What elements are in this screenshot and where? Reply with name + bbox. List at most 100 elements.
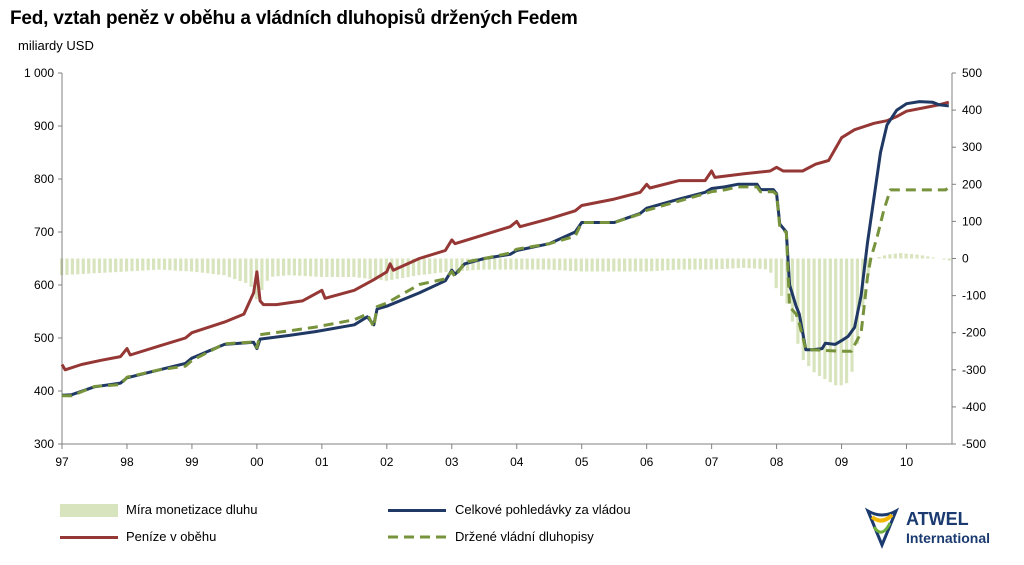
bar-mark [65,258,69,275]
bar-mark [265,258,269,281]
bar-mark [503,258,508,270]
bar-mark [276,258,280,277]
bar-mark [623,258,627,272]
bar-mark [715,258,719,270]
chart-title: Fed, vztah peněz v oběhu a vládních dluh… [10,8,578,29]
bar-mark [650,258,654,272]
y-right-tick-label: 0 [962,252,969,266]
bar-mark [888,254,892,259]
bar-mark [742,258,746,268]
bar-mark [617,258,621,272]
bar-mark [498,258,502,270]
bar-mark [260,258,264,290]
bar-mark [244,258,248,283]
bar-mark [152,258,156,270]
y-right-tick-label: -300 [962,363,986,377]
bar-mark [227,258,231,278]
x-tick-label: 03 [445,455,459,469]
bar-mark [547,258,551,270]
bar-mark [915,254,919,259]
bar-mark [736,258,740,269]
bar-mark [731,258,735,269]
bar-mark [552,258,556,270]
bar-mark [769,258,773,273]
bar-mark [352,258,356,277]
bar-mark [439,258,443,273]
bar-mark [476,258,480,270]
bar-mark [487,258,491,270]
legend-swatch-currency [60,536,118,539]
series-line-3 [62,185,950,398]
bar-mark [644,258,648,272]
bar-mark [433,258,437,274]
bar-mark [217,258,221,275]
bar-mark [601,258,605,272]
x-tick-label: 97 [55,455,69,469]
bar-mark [639,258,643,272]
bar-mark [763,258,767,270]
bar-mark [725,258,730,269]
bar-mark [558,258,562,271]
bar-mark [704,258,708,270]
bar-mark [282,258,286,276]
atwel-logo: ATWEL International [862,503,1012,553]
bar-mark [671,258,675,270]
bar-mark [693,258,697,270]
bar-mark [807,258,811,367]
bar-mark [655,258,659,271]
legend-swatch-bars [60,504,118,517]
bar-mark [926,256,930,259]
bar-mark [146,258,150,271]
bar-mark [455,258,459,272]
x-tick-label: 05 [575,455,589,469]
bar-mark [141,258,145,271]
bar-mark [899,253,903,259]
y-right-tick-label: 500 [962,66,982,80]
bar-mark [103,258,107,273]
bar-mark [271,258,275,277]
bar-mark [168,258,172,271]
bar-mark [595,258,600,272]
bar-mark [92,258,96,274]
bar-mark [309,258,313,277]
bar-mark [493,258,497,270]
bar-mark [531,258,535,270]
bar-mark [314,258,318,277]
x-tick-label: 07 [705,455,719,469]
bar-mark [828,258,832,383]
y-right-tick-label: -500 [962,437,986,451]
bar-mark [612,258,616,272]
bar-mark [195,258,199,273]
bar-mark [319,258,324,277]
bar-mark [568,258,573,271]
bar-mark [660,258,665,271]
bar-mark [585,258,589,272]
bar-mark [287,258,291,276]
bar-mark [298,258,302,276]
bar-mark [942,258,946,260]
bar-mark [368,258,372,279]
bar-mark [97,258,102,273]
bar-mark [947,258,951,261]
bar-mark [834,258,838,386]
bar-mark [87,258,91,274]
bar-mark [222,258,226,276]
bar-mark [341,258,345,277]
x-tick-label: 02 [380,455,394,469]
bar-mark [514,258,518,270]
legend-swatch-claims [388,509,446,512]
bar-mark [233,258,237,280]
y-right-tick-label: 200 [962,177,982,191]
y-right-tick-label: 100 [962,214,982,228]
chart-plot: 300 400 500 600 700 800 900 1 000 -500 -400 -300 -2… [24,66,986,469]
bar-mark [411,258,416,277]
bar-mark [249,258,253,287]
bar-mark [357,258,361,278]
bar-mark [292,258,296,276]
legend-label-claims: Celkové pohledávky za vládou [455,502,631,517]
bar-mark [931,257,935,259]
bar-mark [909,254,914,259]
bar-mark [173,258,177,271]
bar-mark [119,258,123,272]
y-right-tick-label: 400 [962,103,982,117]
